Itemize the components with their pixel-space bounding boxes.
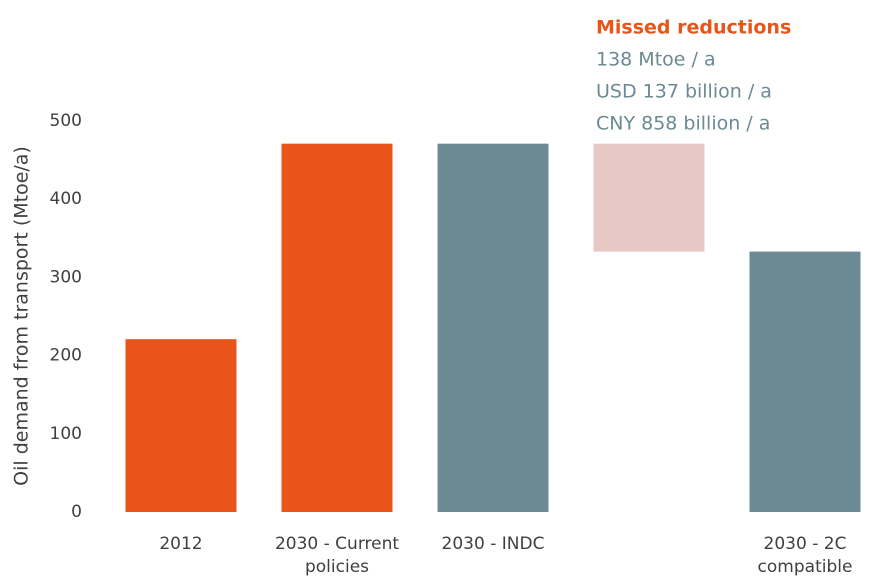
y-tick-label: 500	[50, 111, 82, 131]
y-tick-label: 400	[50, 189, 82, 209]
annotation-title: Missed reductions	[596, 17, 791, 39]
annotation-line: CNY 858 billion / a	[596, 113, 770, 135]
y-tick-label: 300	[50, 267, 82, 287]
annotation-line: USD 137 billion / a	[596, 81, 772, 103]
bar	[437, 143, 549, 513]
x-tick-label: 2012	[159, 534, 203, 554]
bar	[593, 143, 705, 252]
annotation-line: 138 Mtoe / a	[596, 49, 716, 71]
x-tick-label: 2030 - Current policies	[274, 534, 400, 577]
y-tick-label: 200	[50, 346, 82, 366]
y-tick-label: 100	[50, 424, 82, 444]
y-tick-label: 0	[71, 502, 82, 522]
x-tick-label: 2030 - INDC	[441, 534, 545, 554]
bar	[281, 143, 393, 513]
x-tick-label: 2030 - 2C compatible	[757, 534, 853, 577]
y-axis-label: Oil demand from transport (Mtoe/a)	[11, 146, 33, 486]
bar	[749, 251, 861, 512]
bar	[125, 339, 237, 512]
